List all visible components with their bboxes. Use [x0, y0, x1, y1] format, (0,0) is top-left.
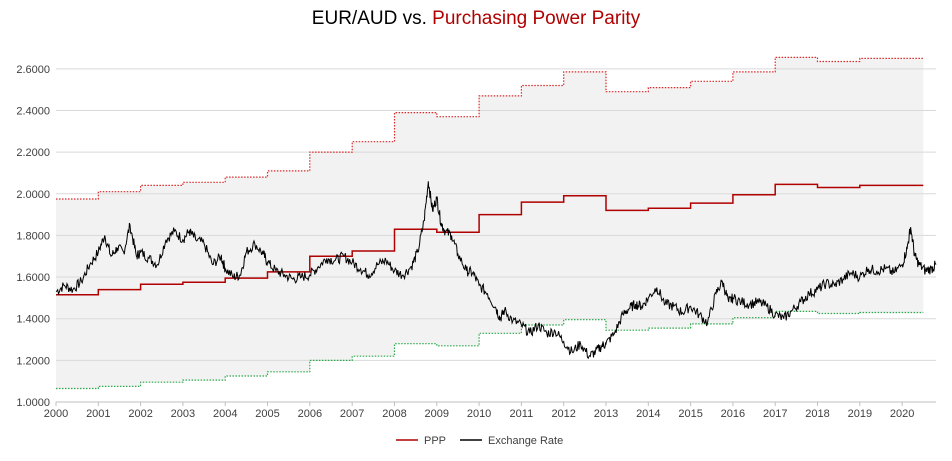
- title-main: EUR/AUD vs.: [311, 8, 433, 29]
- x-tick-label: 2005: [255, 408, 279, 420]
- x-tick-label: 2007: [340, 408, 364, 420]
- y-tick-label: 2.6000: [16, 64, 50, 76]
- y-tick-label: 2.4000: [16, 105, 50, 117]
- x-tick-label: 2000: [44, 408, 68, 420]
- x-tick-label: 2004: [213, 408, 237, 420]
- chart-title: EUR/AUD vs. Purchasing Power Parity: [0, 8, 952, 30]
- x-tick-label: 2009: [425, 408, 449, 420]
- x-tick-label: 2011: [510, 408, 534, 420]
- x-tick-label: 2017: [763, 408, 787, 420]
- y-tick-label: 1.8000: [16, 230, 50, 242]
- x-tick-label: 2018: [805, 408, 829, 420]
- x-tick-label: 2003: [171, 408, 195, 420]
- x-tick-label: 2008: [382, 408, 406, 420]
- x-tick-label: 2010: [467, 408, 491, 420]
- y-tick-label: 1.6000: [16, 272, 50, 284]
- ppp-band-fill: [56, 57, 924, 389]
- ppp-line: [56, 183, 924, 296]
- y-tick-label: 2.2000: [16, 147, 50, 159]
- x-tick-label: 2019: [848, 408, 872, 420]
- y-tick-label: 1.4000: [16, 314, 50, 326]
- x-tick-label: 2001: [86, 408, 110, 420]
- legend-exchange-label: Exchange Rate: [488, 435, 563, 447]
- y-tick-label: 1.0000: [16, 397, 50, 409]
- legend-ppp-label: PPP: [424, 435, 446, 447]
- x-tick-label: 2015: [678, 408, 702, 420]
- x-tick-label: 2020: [890, 408, 914, 420]
- x-tick-label: 2013: [594, 408, 618, 420]
- x-tick-label: 2002: [128, 408, 152, 420]
- x-tick-label: 2012: [551, 408, 575, 420]
- y-tick-label: 2.0000: [16, 189, 50, 201]
- ppp-lower-band-line: [56, 310, 924, 390]
- x-tick-label: 2016: [721, 408, 745, 420]
- y-tick-label: 1.2000: [16, 355, 50, 367]
- x-tick-label: 2014: [636, 408, 660, 420]
- x-tick-label: 2006: [298, 408, 322, 420]
- title-highlight: Purchasing Power Parity: [432, 8, 641, 29]
- exchange-rate-line: [55, 181, 937, 360]
